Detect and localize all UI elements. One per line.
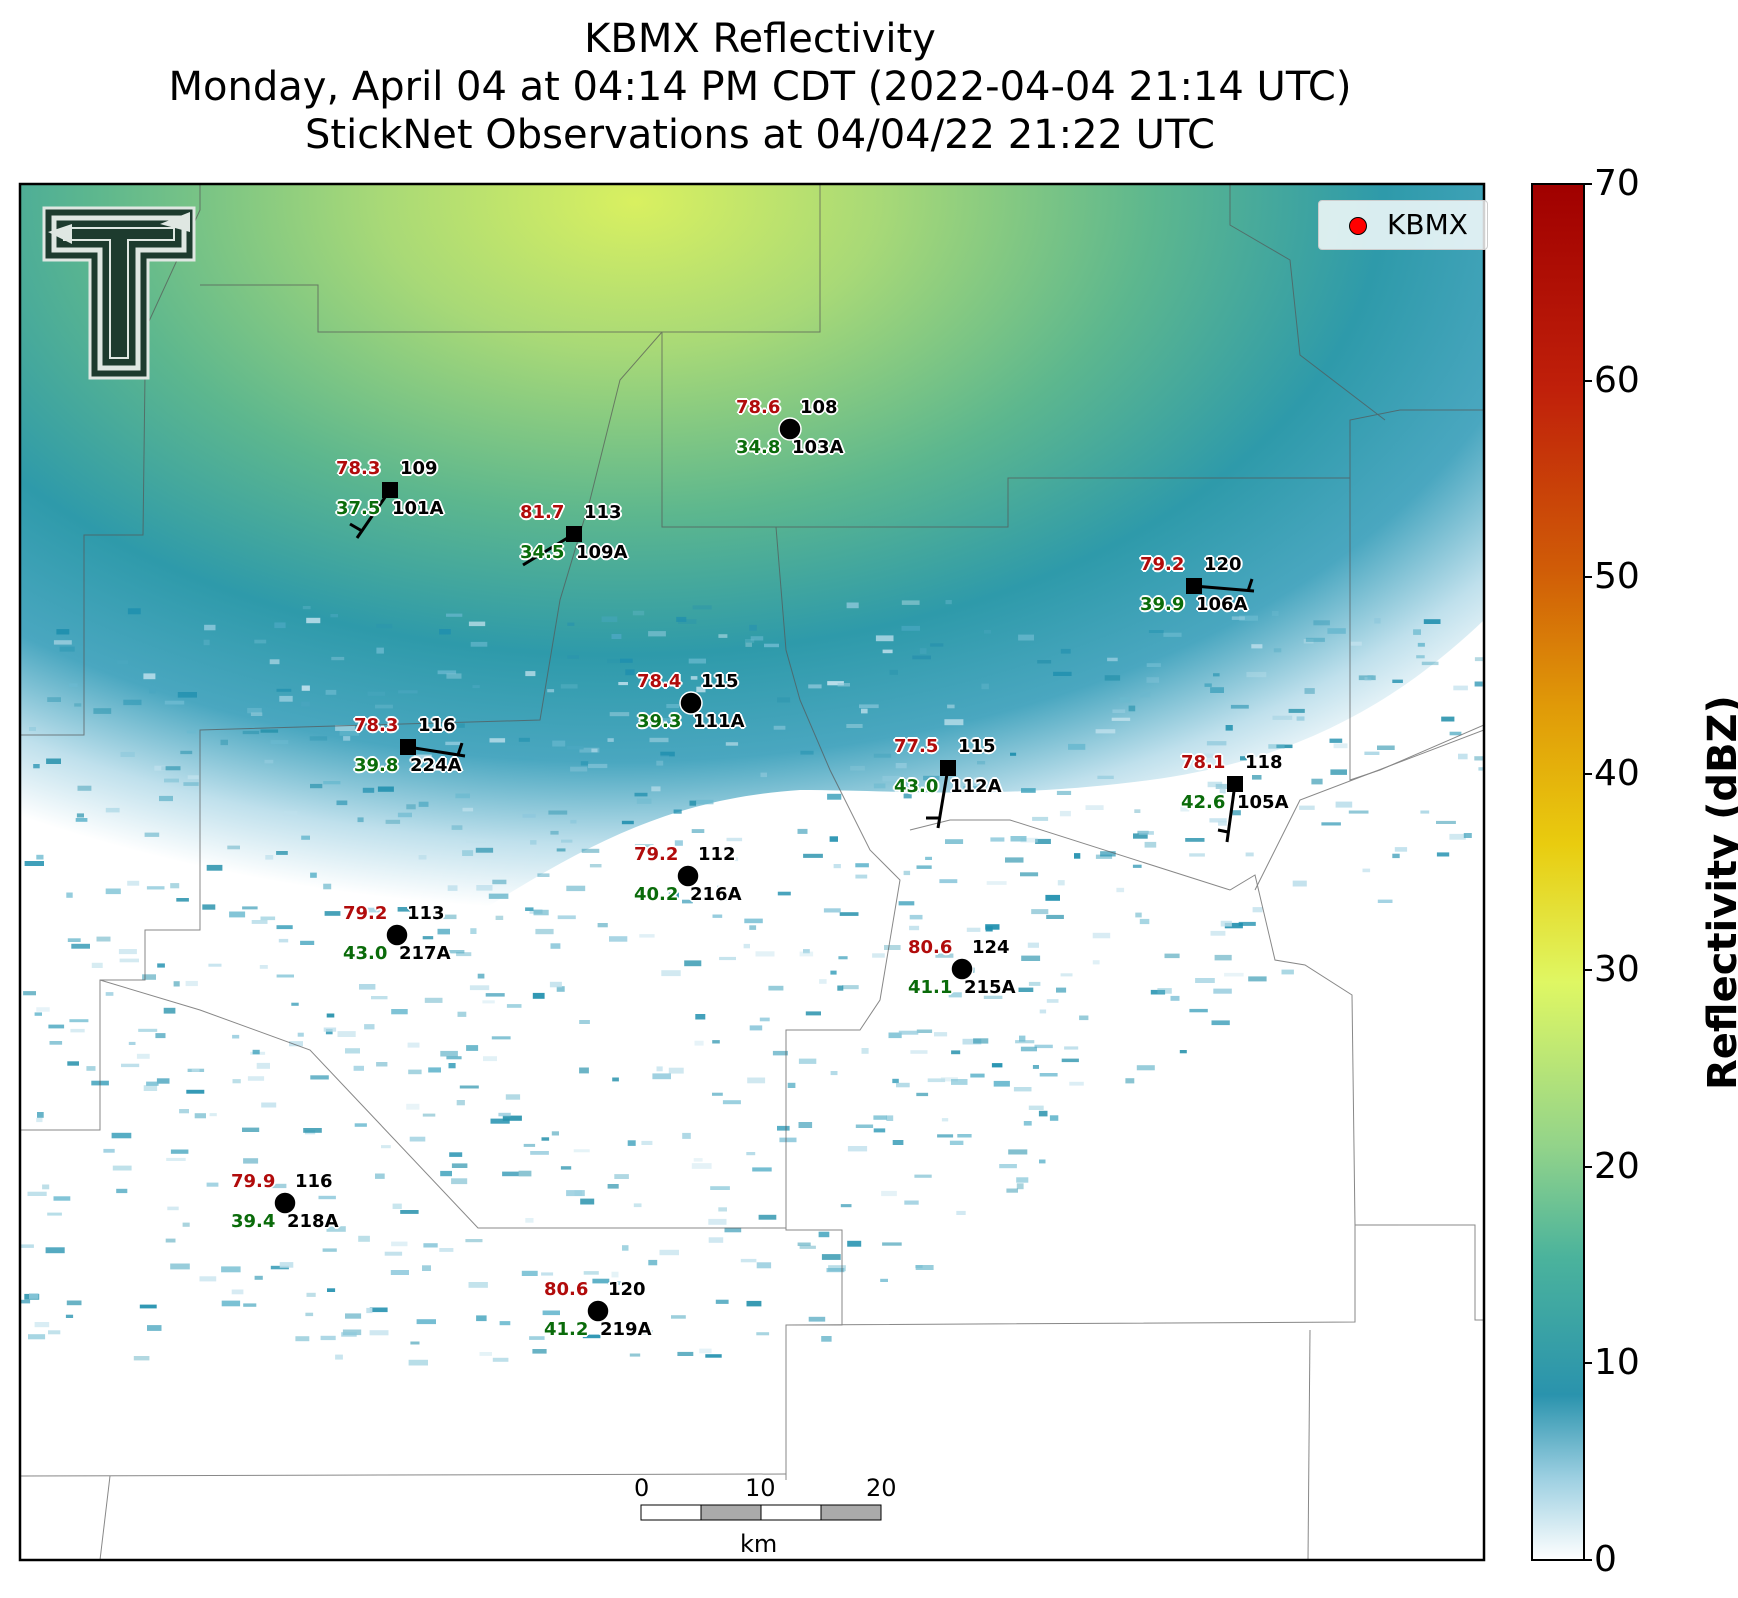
station-dewpoint: 39.8	[354, 755, 399, 776]
station-temperature: 80.6	[544, 1279, 589, 1300]
station-marker-218A	[273, 1191, 297, 1215]
station-marker-106A	[1186, 578, 1202, 594]
station-elevation: 108	[800, 397, 838, 418]
station-markers	[273, 417, 1243, 1323]
texas-tech-double-t-logo	[42, 206, 196, 380]
colorbar-tick: 70	[1594, 163, 1640, 204]
scalebar-tick: 10	[745, 1474, 776, 1502]
colorbar-ticks	[1584, 183, 1592, 1561]
station-elevation: 115	[958, 736, 996, 757]
station-temperature: 79.9	[231, 1171, 276, 1192]
colorbar-tick: 40	[1594, 753, 1640, 794]
station-id: 215A	[964, 977, 1016, 998]
station-dewpoint: 39.9	[1140, 594, 1185, 615]
map-frame	[18, 182, 1486, 1562]
station-temperature: 79.2	[343, 903, 388, 924]
station-marker-215A	[950, 957, 974, 981]
station-marker-111A	[679, 691, 703, 715]
station-temperature: 78.4	[637, 671, 682, 692]
station-elevation: 120	[1204, 554, 1242, 575]
station-temperature: 78.6	[736, 397, 781, 418]
station-dewpoint: 40.2	[634, 884, 679, 905]
station-temperature: 79.2	[1140, 554, 1185, 575]
colorbar-tick: 30	[1594, 949, 1640, 990]
reflectivity-field	[20, 184, 1484, 1560]
station-elevation: 116	[295, 1171, 333, 1192]
scalebar-tick: 0	[634, 1474, 650, 1502]
station-temperature: 78.1	[1181, 752, 1226, 773]
scale-bar	[640, 1504, 882, 1521]
station-temperature: 79.2	[634, 844, 679, 865]
station-id: 109A	[576, 542, 628, 563]
station-temperature: 78.3	[336, 458, 381, 479]
station-elevation: 124	[972, 937, 1010, 958]
station-temperature: 78.3	[354, 715, 399, 736]
station-marker-101A	[382, 482, 398, 498]
station-dewpoint: 34.8	[736, 437, 781, 458]
station-marker-216A	[676, 864, 700, 888]
station-id: 219A	[600, 1319, 652, 1340]
station-id: 105A	[1237, 792, 1289, 813]
station-elevation: 113	[407, 903, 445, 924]
station-elevation: 112	[698, 844, 736, 865]
station-marker-103A	[778, 417, 802, 441]
station-id: 217A	[399, 943, 451, 964]
station-id: 101A	[392, 498, 444, 519]
station-temperature: 77.5	[894, 736, 939, 757]
map-subtitle-time: Monday, April 04 at 04:14 PM CDT (2022-0…	[168, 64, 1352, 110]
radar-legend: KBMX	[1318, 200, 1488, 250]
colorbar-tick: 10	[1594, 1342, 1640, 1383]
station-marker-112A	[940, 760, 956, 776]
colorbar-tick: 60	[1594, 360, 1640, 401]
station-marker-219A	[586, 1299, 610, 1323]
station-dewpoint: 39.3	[637, 711, 682, 732]
colorbar-tick: 0	[1594, 1539, 1617, 1580]
station-id: 224A	[410, 755, 462, 776]
station-elevation: 116	[418, 715, 456, 736]
scalebar-tick: 20	[866, 1474, 897, 1502]
station-elevation: 120	[608, 1279, 646, 1300]
legend-label: KBMX	[1387, 208, 1468, 241]
station-elevation: 109	[400, 458, 438, 479]
colorbar	[1531, 183, 1585, 1561]
station-dewpoint: 43.0	[894, 776, 939, 797]
station-dewpoint: 42.6	[1181, 792, 1226, 813]
station-id: 106A	[1196, 594, 1248, 615]
station-elevation: 115	[701, 671, 739, 692]
colorbar-tick: 50	[1594, 556, 1640, 597]
reflectivity-speckles	[20, 600, 1484, 1366]
station-id: 112A	[950, 776, 1002, 797]
station-temperature: 80.6	[908, 937, 953, 958]
station-marker-224A	[400, 739, 416, 755]
station-temperature: 81.7	[520, 502, 565, 523]
station-dewpoint: 34.5	[520, 542, 565, 563]
station-id: 216A	[690, 884, 742, 905]
station-marker-105A	[1227, 776, 1243, 792]
colorbar-label: Reflectivity (dBZ)	[1700, 695, 1738, 1090]
station-dewpoint: 41.2	[544, 1319, 589, 1340]
station-dewpoint: 41.1	[908, 977, 953, 998]
station-id: 103A	[792, 437, 844, 458]
scalebar-unit: km	[740, 1530, 778, 1558]
station-id: 111A	[693, 711, 745, 732]
colorbar-tick: 20	[1594, 1146, 1640, 1187]
station-id: 218A	[287, 1211, 339, 1232]
station-dewpoint: 43.0	[343, 943, 388, 964]
map-title: KBMX Reflectivity	[584, 16, 936, 62]
radar-site-marker-icon	[1349, 217, 1367, 235]
station-elevation: 118	[1245, 752, 1283, 773]
station-dewpoint: 39.4	[231, 1211, 276, 1232]
station-dewpoint: 37.5	[336, 498, 381, 519]
station-marker-217A	[385, 923, 409, 947]
map-subtitle-obs: StickNet Observations at 04/04/22 21:22 …	[305, 112, 1215, 158]
station-elevation: 113	[584, 502, 622, 523]
station-marker-109A	[566, 526, 582, 542]
